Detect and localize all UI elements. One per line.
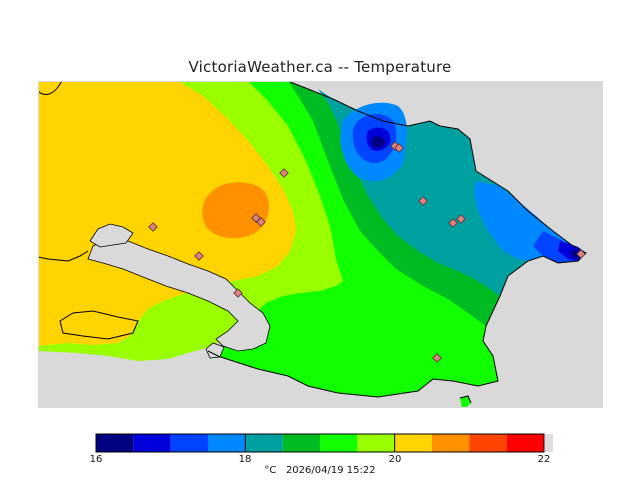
legend-swatch [357, 434, 395, 452]
station-marker [194, 251, 204, 261]
legend-swatch [170, 434, 208, 452]
legend-swatch [506, 434, 544, 452]
station-marker [432, 353, 442, 363]
legend-swatch [133, 434, 171, 452]
station-marker [448, 218, 458, 228]
legend-overflow-swatch [545, 434, 553, 452]
legend-swatch [320, 434, 358, 452]
legend-swatch [432, 434, 470, 452]
timestamp: 2026/04/19 15:22 [285, 465, 376, 476]
islet [460, 396, 471, 408]
station-marker [418, 196, 428, 206]
legend-tick-18: 18 [238, 454, 252, 465]
legend-swatch [394, 434, 432, 452]
legend-border [95, 433, 545, 453]
temperature-map [38, 81, 603, 408]
station-marker [256, 217, 266, 227]
legend-swatch [282, 434, 320, 452]
unit-label: °C [264, 465, 277, 476]
station-marker [148, 222, 158, 232]
legend-footer: °C 2026/04/19 15:22 [0, 465, 640, 476]
coastline [38, 81, 587, 398]
station-marker [394, 143, 404, 153]
station-marker [456, 214, 466, 224]
legend-tick-16: 16 [89, 454, 103, 465]
legend-tick-22: 22 [537, 454, 551, 465]
temperature-contours [38, 81, 586, 361]
station-marker [233, 288, 243, 298]
station-marker [279, 168, 289, 178]
station-marker [576, 249, 586, 259]
legend-swatch [245, 434, 283, 452]
legend-swatch [208, 434, 246, 452]
legend-swatches [95, 433, 545, 453]
water-inlets [87, 223, 271, 359]
legend-swatch [96, 434, 134, 452]
legend-tick-20: 20 [388, 454, 402, 465]
legend-swatch [469, 434, 507, 452]
color-scale-legend [95, 433, 553, 453]
map-title: VictoriaWeather.ca -- Temperature [188, 58, 452, 76]
station-markers [148, 141, 586, 363]
